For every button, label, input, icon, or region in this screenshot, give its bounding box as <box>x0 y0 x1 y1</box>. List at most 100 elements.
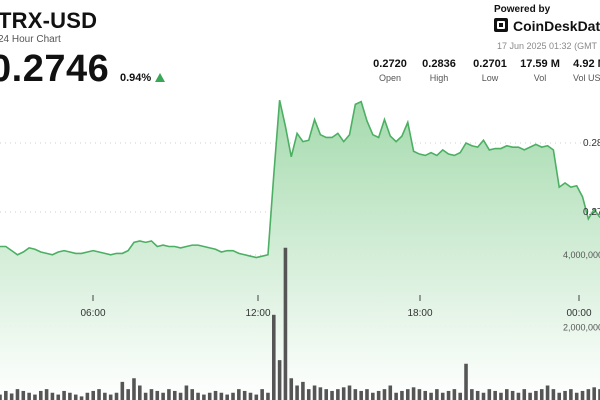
volume-bar <box>499 392 503 400</box>
volume-bar <box>44 389 49 400</box>
volume-bar <box>417 389 422 400</box>
volume-bar <box>353 389 358 400</box>
volume-bar <box>516 392 521 400</box>
volume-bar <box>371 392 375 400</box>
volume-bar <box>551 389 556 400</box>
price-tick-label: 0.28 <box>583 138 600 149</box>
volume-bar <box>91 390 95 400</box>
stat-low: 0.2701 Low <box>465 58 515 83</box>
stat-vol-value: 17.59 M <box>520 58 560 70</box>
volume-bar <box>15 389 20 400</box>
volume-bar <box>242 390 247 400</box>
price-tick-label: 0.275 <box>583 207 600 218</box>
volume-bar <box>440 392 445 400</box>
volume-bar <box>103 392 107 400</box>
volume-bar <box>598 389 600 400</box>
volume-bar <box>120 381 125 400</box>
volume-bar <box>534 390 538 400</box>
stat-open: 0.2720 Open <box>365 58 415 83</box>
volume-bar <box>330 390 334 400</box>
stat-volusd: 4.92 M Vol USD <box>565 58 600 83</box>
volume-bar <box>505 389 509 400</box>
stat-low-value: 0.2701 <box>473 58 507 70</box>
stat-high-label: High <box>429 73 449 83</box>
price-area-fill <box>0 100 600 400</box>
volume-bar <box>143 392 148 400</box>
volume-bar <box>592 387 596 400</box>
volume-bar <box>126 389 130 400</box>
volume-bar <box>38 390 43 400</box>
volume-bar <box>85 392 90 400</box>
price-line <box>0 100 600 259</box>
volume-bar <box>464 363 468 400</box>
volume-bar <box>580 390 585 400</box>
volume-bar <box>56 394 61 400</box>
volume-bar <box>0 394 2 400</box>
volume-bar <box>435 389 439 400</box>
volume-bar <box>539 389 544 400</box>
volume-bar <box>272 314 276 400</box>
time-tick-label: 12:00 <box>245 308 270 319</box>
volume-bar <box>9 393 14 400</box>
volume-bar <box>528 392 532 400</box>
volume-bar <box>260 389 264 400</box>
time-tick-label: 00:00 <box>566 308 591 319</box>
volume-bar <box>563 390 567 400</box>
last-price: 0.2746 <box>0 48 110 90</box>
chart-header: TRX-USD 24 Hour Chart 0.2746 0.94% Power… <box>0 0 600 110</box>
volume-bar <box>429 392 433 400</box>
volume-bar <box>574 392 579 400</box>
coindesk-logo-icon <box>494 18 508 32</box>
volume-bar <box>172 390 177 400</box>
powered-by-label: Powered by <box>494 4 551 15</box>
volume-bar <box>202 394 206 400</box>
volume-bar <box>138 385 142 400</box>
volume-bar <box>237 389 241 400</box>
volume-bar <box>405 389 410 400</box>
stat-open-label: Open <box>378 73 402 83</box>
volume-bar <box>423 390 428 400</box>
volume-bar <box>394 392 398 400</box>
volume-bar <box>114 392 119 400</box>
volume-bar <box>365 389 369 400</box>
change-percent: 0.94% <box>120 72 152 84</box>
volume-tick-label: 4,000,000 <box>563 250 600 260</box>
volume-bar <box>545 385 550 400</box>
volume-bar <box>493 390 497 400</box>
stat-open-value: 0.2720 <box>373 58 407 70</box>
volume-bar <box>470 389 474 400</box>
brand-name: CoinDeskData <box>513 18 600 34</box>
volume-bar <box>207 392 212 400</box>
stat-low-label: Low <box>481 73 499 83</box>
volume-bar <box>4 390 8 400</box>
volume-bar <box>487 389 492 400</box>
volume-bar <box>301 381 305 400</box>
chart-subtitle: 24 Hour Chart <box>0 34 61 45</box>
volume-bar <box>27 392 31 400</box>
stat-vol-label: Vol <box>533 73 547 83</box>
volume-bar <box>50 392 55 400</box>
volume-bar <box>283 247 288 400</box>
volume-bar <box>97 389 101 400</box>
stat-high: 0.2836 High <box>414 58 464 83</box>
time-tick-label: 18:00 <box>407 308 432 319</box>
volume-bar <box>400 390 404 400</box>
volume-bar <box>324 389 329 400</box>
pair-title: TRX-USD <box>0 8 98 33</box>
volume-bar <box>277 360 282 400</box>
volume-bar <box>458 392 462 400</box>
volume-bar <box>318 387 323 400</box>
volume-bar <box>21 390 26 400</box>
volume-bar <box>452 389 457 400</box>
timestamp: 17 Jun 2025 01:32 (GMT <box>497 41 598 51</box>
volume-bar <box>167 389 171 400</box>
volume-bar <box>522 389 527 400</box>
volume-bar <box>196 392 200 400</box>
volume-bar <box>149 389 154 400</box>
up-arrow-icon <box>155 73 165 82</box>
volume-tick-label: 2,000,000 <box>563 323 600 333</box>
volume-bar <box>190 389 195 400</box>
stat-volusd-label: Vol USD <box>572 73 600 83</box>
volume-bar <box>306 389 311 400</box>
